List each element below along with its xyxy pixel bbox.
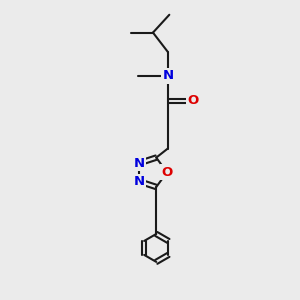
Text: N: N <box>134 157 145 170</box>
Text: N: N <box>134 175 145 188</box>
Text: N: N <box>162 69 173 82</box>
Text: O: O <box>161 166 172 179</box>
Text: O: O <box>188 94 199 107</box>
